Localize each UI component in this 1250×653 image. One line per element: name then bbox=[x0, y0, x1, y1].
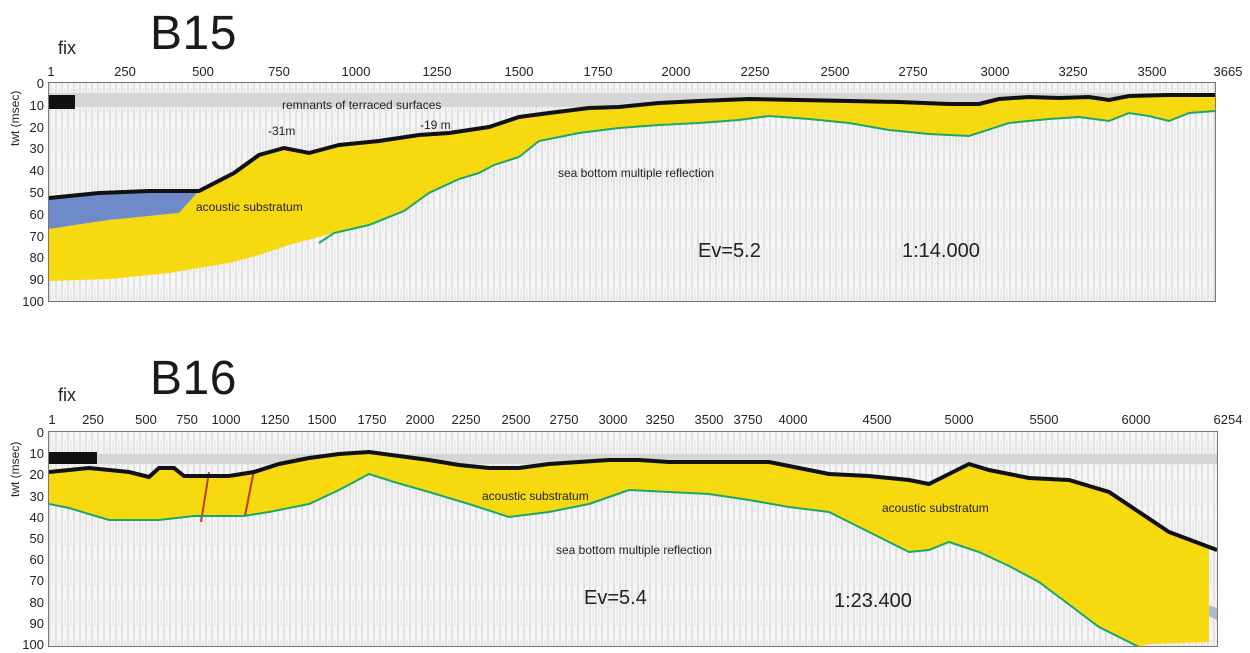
seismic-section-b15 bbox=[49, 83, 1215, 301]
fix-label: fix bbox=[58, 385, 76, 405]
twt-tick-label: 20 bbox=[29, 119, 44, 135]
annotation-depth-19: -19 m bbox=[420, 118, 451, 132]
fix-tick-label: 1750 bbox=[357, 412, 387, 427]
fix-tick-label: 1250 bbox=[260, 412, 290, 427]
profile-panel-b16: B16 fix twt (msec) 1 250 500 750 1000 1250 150… bbox=[0, 345, 1250, 653]
fix-tick-label: 500 bbox=[135, 412, 157, 427]
twt-tick-label: 50 bbox=[29, 531, 44, 546]
fix-tick-label: 2500 bbox=[820, 64, 850, 79]
twt-tick-label: 90 bbox=[29, 272, 44, 288]
blue-sediment-wedge bbox=[49, 191, 199, 229]
start-marker bbox=[49, 95, 75, 109]
seismic-profile-b16 bbox=[48, 431, 1218, 647]
twt-tick-label: 30 bbox=[29, 488, 44, 504]
fix-tick-label: 4500 bbox=[862, 412, 892, 427]
fix-tick-label: 3250 bbox=[645, 412, 675, 427]
fix-tick-label: 3500 bbox=[1137, 64, 1167, 79]
fix-tick-label: 1500 bbox=[307, 412, 337, 427]
twt-tick-label: 50 bbox=[29, 185, 44, 200]
profile-title: B15 bbox=[150, 7, 237, 60]
fix-tick-label: 3250 bbox=[1058, 64, 1088, 79]
twt-tick-label: 90 bbox=[29, 615, 44, 631]
fix-tick-label: 5500 bbox=[1029, 412, 1059, 427]
vertical-exaggeration: Ev=5.2 bbox=[698, 240, 761, 262]
map-scale: 1:14.000 bbox=[902, 240, 980, 262]
map-scale: 1:23.400 bbox=[834, 590, 912, 612]
fix-tick-label: 5000 bbox=[944, 412, 974, 427]
fix-tick-label: 3500 bbox=[694, 412, 724, 427]
annotation-multiple: sea bottom multiple reflection bbox=[556, 543, 713, 557]
acoustic-substratum bbox=[49, 95, 1215, 281]
annotation-substratum-a: acoustic substratum bbox=[482, 489, 589, 503]
twt-tick-label: 30 bbox=[29, 141, 44, 157]
twt-tick-label: 100 bbox=[22, 637, 44, 652]
twt-tick-label: 10 bbox=[29, 97, 44, 113]
annotation-depth-31: -31m bbox=[268, 124, 296, 138]
fix-tick-label: 2750 bbox=[549, 412, 579, 427]
fix-tick-label: 1 bbox=[48, 412, 56, 427]
fix-tick-label: 6254 bbox=[1213, 412, 1243, 427]
fix-tick-label: 6000 bbox=[1121, 412, 1151, 427]
fix-tick-label: 750 bbox=[176, 412, 198, 427]
fault-line bbox=[244, 469, 255, 517]
fault-line bbox=[200, 471, 210, 523]
twt-tick-label: 10 bbox=[29, 446, 44, 462]
seafloor-reflector bbox=[49, 449, 1217, 552]
twt-tick-label: 70 bbox=[29, 228, 44, 244]
twt-tick-label: 60 bbox=[29, 206, 44, 222]
twt-tick-label: 0 bbox=[36, 425, 44, 440]
fix-tick-label: 3000 bbox=[598, 412, 628, 427]
fix-tick-label: 250 bbox=[82, 412, 104, 427]
seismic-section-b16 bbox=[49, 432, 1217, 646]
twt-tick-label: 40 bbox=[29, 163, 44, 179]
fix-tick-label: 2000 bbox=[661, 64, 691, 79]
fix-label: fix bbox=[58, 38, 76, 58]
multiple-reflection-line bbox=[49, 472, 1140, 646]
annotation-substratum: acoustic substratum bbox=[196, 200, 303, 214]
fix-tick-label: 1250 bbox=[422, 64, 452, 79]
annotation-remnants: remnants of terraced surfaces bbox=[282, 98, 442, 112]
fix-tick-label: 500 bbox=[192, 64, 214, 79]
fix-tick-label: 2500 bbox=[501, 412, 531, 427]
fix-tick-label: 2250 bbox=[740, 64, 770, 79]
fix-tick-label: 3000 bbox=[980, 64, 1010, 79]
vertical-exaggeration: Ev=5.4 bbox=[584, 587, 647, 609]
seismic-profile-b15 bbox=[48, 82, 1216, 302]
profile-title: B16 bbox=[150, 352, 237, 405]
fix-tick-label: 750 bbox=[268, 64, 290, 79]
fix-tick-label: 3750 bbox=[733, 412, 763, 427]
start-marker bbox=[49, 452, 97, 464]
fix-tick-label: 250 bbox=[114, 64, 136, 79]
fix-tick-label: 1500 bbox=[504, 64, 534, 79]
twt-tick-label: 0 bbox=[36, 76, 44, 91]
fix-tick-label: 1000 bbox=[211, 412, 241, 427]
fix-tick-label: 2250 bbox=[451, 412, 481, 427]
fix-tick-label: 1000 bbox=[341, 64, 371, 79]
fix-tick-label: 3665 bbox=[1213, 64, 1243, 79]
fix-tick-label: 2750 bbox=[898, 64, 928, 79]
profile-panel-b15: B15 fix twt (msec) 1 250 500 750 1000 1250 150… bbox=[0, 0, 1250, 320]
twt-tick-label: 80 bbox=[29, 594, 44, 610]
fix-tick-label: 2000 bbox=[405, 412, 435, 427]
twt-tick-label: 70 bbox=[29, 573, 44, 589]
twt-tick-label: 20 bbox=[29, 467, 44, 483]
twt-tick-label: 80 bbox=[29, 250, 44, 266]
twt-tick-label: 100 bbox=[22, 294, 44, 309]
multiple-reflection-line bbox=[318, 110, 1215, 244]
annotation-multiple: sea bottom multiple reflection bbox=[558, 166, 715, 180]
twt-tick-label: 60 bbox=[29, 552, 44, 568]
fix-tick-label: 1 bbox=[47, 64, 55, 79]
fix-tick-label: 4000 bbox=[778, 412, 808, 427]
acoustic-substratum bbox=[49, 452, 1209, 646]
seafloor-reflector bbox=[49, 93, 1215, 200]
annotation-substratum-b: acoustic substratum bbox=[882, 501, 989, 515]
fix-tick-label: 1750 bbox=[583, 64, 613, 79]
twt-tick-label: 40 bbox=[29, 509, 44, 525]
